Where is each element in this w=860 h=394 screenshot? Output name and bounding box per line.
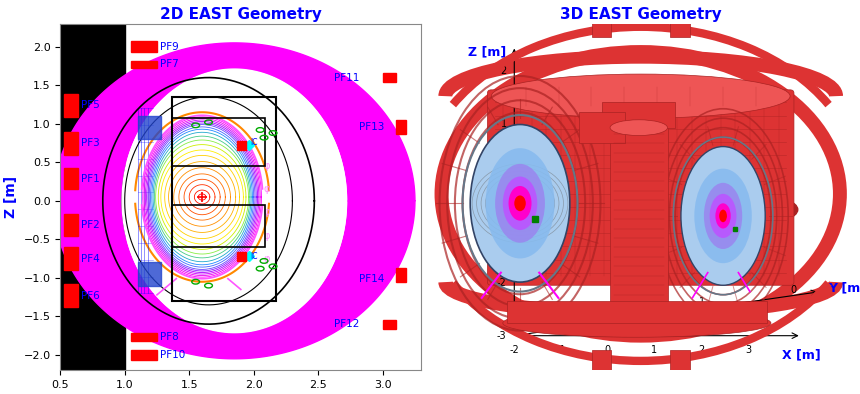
Ellipse shape <box>694 169 752 263</box>
Ellipse shape <box>703 183 742 249</box>
Ellipse shape <box>486 148 555 258</box>
Text: -3: -3 <box>497 331 507 341</box>
Bar <box>172 97 275 301</box>
Bar <box>610 128 667 304</box>
Text: PF10: PF10 <box>160 350 185 360</box>
Text: PF14: PF14 <box>359 274 385 284</box>
Text: φ: φ <box>263 254 270 264</box>
Bar <box>172 205 265 247</box>
Text: -2: -2 <box>497 278 507 288</box>
Bar <box>64 94 78 117</box>
Text: PF1: PF1 <box>81 173 100 184</box>
Text: PF13: PF13 <box>359 122 385 132</box>
Text: PF8: PF8 <box>160 332 178 342</box>
Bar <box>396 120 406 134</box>
Bar <box>671 350 690 372</box>
Title: 3D EAST Geometry: 3D EAST Geometry <box>560 7 722 22</box>
Text: -1: -1 <box>556 345 566 355</box>
Text: 0: 0 <box>501 172 507 182</box>
Text: 2: 2 <box>698 345 704 355</box>
Text: PF6: PF6 <box>81 291 100 301</box>
Ellipse shape <box>514 195 525 211</box>
Bar <box>237 141 246 150</box>
Y-axis label: Z [m]: Z [m] <box>3 176 18 218</box>
Ellipse shape <box>483 181 798 238</box>
Bar <box>592 15 611 37</box>
Text: φ: φ <box>263 207 270 217</box>
Text: φ: φ <box>263 184 270 194</box>
Text: TF: TF <box>364 194 383 208</box>
Bar <box>383 320 396 329</box>
Ellipse shape <box>491 74 790 118</box>
Ellipse shape <box>508 186 531 221</box>
Bar <box>580 112 625 143</box>
Bar <box>172 119 265 166</box>
Bar <box>132 41 157 52</box>
Bar <box>507 301 767 323</box>
Ellipse shape <box>503 309 771 337</box>
Ellipse shape <box>470 125 570 282</box>
Bar <box>132 61 157 68</box>
Ellipse shape <box>681 147 765 285</box>
Bar <box>64 284 78 307</box>
Text: IC: IC <box>249 252 257 261</box>
Bar <box>132 349 157 361</box>
Bar <box>64 247 78 270</box>
Ellipse shape <box>495 164 545 243</box>
Bar <box>602 102 675 128</box>
Bar <box>138 116 161 139</box>
Text: IC: IC <box>249 138 257 147</box>
Ellipse shape <box>719 210 727 222</box>
Text: 2: 2 <box>609 310 615 320</box>
Text: 3: 3 <box>518 323 525 333</box>
Polygon shape <box>122 69 347 333</box>
Ellipse shape <box>710 194 736 238</box>
Text: PF2: PF2 <box>81 220 100 230</box>
Text: PF12: PF12 <box>334 319 359 329</box>
Bar <box>132 333 157 341</box>
Text: Z [m]: Z [m] <box>469 46 507 59</box>
Text: X [m]: X [m] <box>783 348 821 361</box>
Bar <box>64 214 78 236</box>
Ellipse shape <box>503 177 538 230</box>
Bar <box>64 168 78 189</box>
Bar <box>592 350 611 372</box>
Title: 2D EAST Geometry: 2D EAST Geometry <box>160 7 322 22</box>
Text: PF4: PF4 <box>81 254 100 264</box>
Ellipse shape <box>610 120 667 136</box>
Text: Y [m]: Y [m] <box>828 282 860 295</box>
Text: 0: 0 <box>605 345 611 355</box>
Polygon shape <box>54 43 415 359</box>
Bar <box>383 73 396 82</box>
Text: PF11: PF11 <box>334 72 359 83</box>
Text: PF9: PF9 <box>160 42 178 52</box>
Text: φ: φ <box>263 161 270 171</box>
Bar <box>237 252 246 261</box>
Text: 2: 2 <box>501 66 507 76</box>
Text: -1: -1 <box>497 225 507 235</box>
Text: φ: φ <box>263 230 270 240</box>
Text: 1: 1 <box>651 345 658 355</box>
Text: 0: 0 <box>790 285 796 295</box>
Text: PF3: PF3 <box>81 138 100 148</box>
Bar <box>60 24 125 378</box>
Text: PF7: PF7 <box>160 59 178 69</box>
Ellipse shape <box>716 203 731 229</box>
Bar <box>396 268 406 282</box>
FancyBboxPatch shape <box>488 90 794 285</box>
Text: -2: -2 <box>509 345 519 355</box>
Text: 1: 1 <box>699 297 705 307</box>
Bar <box>138 262 161 286</box>
Text: 1: 1 <box>501 119 507 129</box>
Bar <box>64 132 78 154</box>
Bar <box>671 15 690 37</box>
Text: 3: 3 <box>745 345 751 355</box>
Text: PF5: PF5 <box>81 100 100 110</box>
